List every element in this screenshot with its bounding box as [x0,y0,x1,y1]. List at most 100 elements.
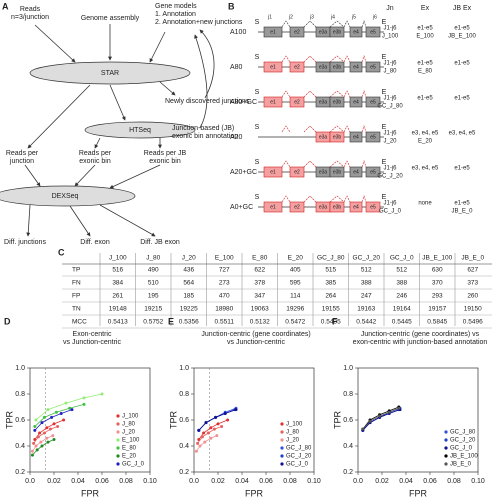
data-point [39,440,43,444]
junction-arc [361,20,367,28]
label: e1-e5 [454,201,470,207]
label: Diff. junctions [4,239,46,246]
legend-marker [280,422,284,426]
data-point [220,425,224,428]
label: e3b [333,204,342,210]
label: E [382,194,387,201]
exon [365,201,381,213]
label: e1-e5 [417,26,433,32]
legend-label: GC_J_20 [450,438,476,444]
legend-marker [280,430,284,434]
label: 630 [432,267,443,274]
series-line [34,409,73,431]
label: e1-e5 [417,96,433,102]
legend-marker [280,438,284,442]
label: 378 [254,280,265,287]
label: e2 [294,204,300,210]
y-tick-label: 0.6 [15,417,25,424]
exon [263,96,283,108]
data-point [100,392,104,396]
exon [329,26,345,38]
label: 19164 [393,306,411,313]
x-tick-label: 0.0 [189,478,199,485]
label: 510 [148,280,159,287]
label: D [4,316,11,326]
y-tick-label: 0.8 [343,391,353,398]
y-tick-label: 0.8 [179,391,189,398]
exon [289,201,305,213]
label: e1-e5 [454,96,470,102]
legend-marker [444,446,448,450]
exon [349,131,363,143]
exon [329,201,345,213]
junction-arc [361,160,367,168]
data-point [397,406,401,410]
label: 515 [325,267,336,274]
data-point [45,436,49,440]
label: 564 [183,280,194,287]
star-ellipse [29,61,191,85]
data-point [54,410,58,414]
label: e1 [270,99,276,105]
label: e3, e4, e5 [412,166,439,172]
chart-title: exon-centric with junction-based annotat… [353,339,488,346]
label: A20 [230,134,243,141]
y-tick-label: 0.2 [343,469,353,476]
label: E_80 [418,69,433,75]
label: 622 [254,267,265,274]
data-point [378,414,382,418]
label: e5 [370,134,376,140]
label: 0.5435 [321,319,341,326]
label: 19215 [144,306,162,313]
data-point [64,401,68,405]
data-point [62,418,66,422]
label: A80+GC [230,99,257,106]
y-tick-label: 0.8 [15,391,25,398]
label: 384 [112,280,123,287]
x-tick-label: 0.04 [399,478,413,485]
junction-arc [329,195,345,203]
label: e2 [294,29,300,35]
label: C [58,247,65,257]
legend-label: GC_J_0 [450,446,473,452]
label: 0.5511 [215,319,235,326]
data-point [34,418,38,422]
label: 247 [361,293,372,300]
label: S [255,194,260,201]
x-tick-label: 0.02 [47,478,61,485]
label: B [228,1,235,11]
label: S [255,89,260,96]
series-line [198,409,237,431]
data-point [214,415,218,419]
label: 185 [183,293,194,300]
label: E [382,19,387,26]
legend-label: J_20 [286,438,300,444]
data-point [200,435,204,439]
legend-marker [116,438,120,442]
label: e1-e5 [454,61,470,67]
label: e4 [353,169,359,175]
data-point [52,422,56,426]
legend-marker [116,462,120,466]
label: none [418,201,432,207]
label: 2. Annotation+new junctions [155,19,243,26]
label: JB_E_100 [422,255,452,262]
label: 0.5752 [143,319,163,326]
legend-marker [280,446,284,450]
label: 512 [361,267,372,274]
label: J1-j6 [383,201,397,207]
label: 388 [396,280,407,287]
legend-marker [116,414,120,418]
legend-label: J_80 [122,422,136,428]
junction-arc [361,195,367,203]
label: e3b [333,99,342,105]
label: GC_J_20 [377,174,403,180]
label: HTSeq [129,127,151,134]
label: 195 [148,293,159,300]
exon [329,166,345,178]
junction-arc [343,20,351,28]
label: E [382,54,387,61]
label: e5 [370,29,376,35]
exon [263,61,283,73]
label: STAR [101,70,119,77]
